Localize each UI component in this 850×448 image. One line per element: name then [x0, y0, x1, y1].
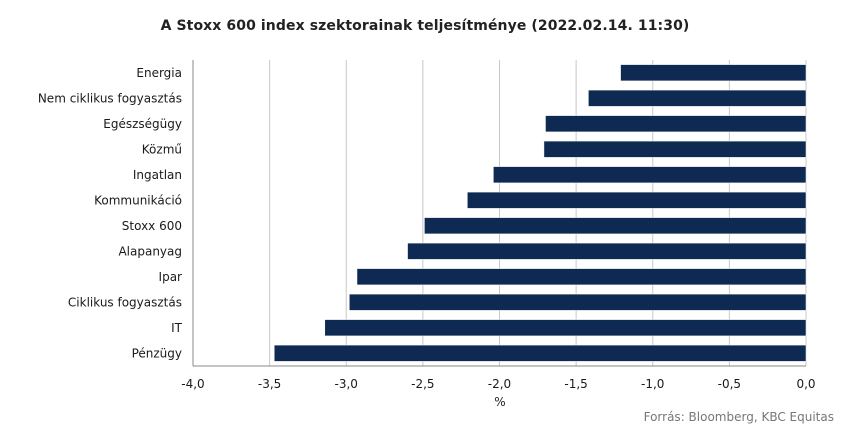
- bar: [407, 242, 807, 260]
- category-label: Alapanyag: [118, 244, 182, 258]
- bar: [324, 319, 807, 337]
- category-label: Közmű: [142, 142, 182, 156]
- bar: [588, 89, 807, 107]
- x-tick-label: -2,5: [411, 377, 434, 391]
- grid-lines: [192, 60, 807, 367]
- bar: [273, 344, 807, 362]
- bar: [545, 115, 807, 133]
- category-label: Egészségügy: [103, 117, 182, 131]
- category-label: Ipar: [159, 270, 183, 284]
- x-tick-label: -1,0: [641, 377, 664, 391]
- bars: [273, 64, 807, 362]
- bar: [356, 268, 807, 286]
- x-tick-label: -3,5: [258, 377, 281, 391]
- category-labels: Energia Nem ciklikus fogyasztás Egészségüg…: [38, 66, 183, 361]
- category-label: Stoxx 600: [122, 219, 182, 233]
- x-axis-label: %: [494, 395, 506, 409]
- bar: [620, 64, 807, 82]
- category-label: IT: [171, 321, 183, 335]
- category-label: Pénzügy: [132, 346, 182, 360]
- bar: [493, 166, 807, 184]
- bar: [349, 293, 807, 311]
- bar: [424, 217, 807, 235]
- x-tick-label: -1,5: [564, 377, 587, 391]
- chart-title: A Stoxx 600 index szektorainak teljesítm…: [160, 18, 690, 34]
- x-tick-labels: -4,0 -3,5 -3,0 -2,5 -2,0 -1,5 -1,0 -0,5 0,0: [181, 377, 815, 391]
- category-label: Ingatlan: [133, 168, 182, 182]
- x-tick-label: 0,0: [796, 377, 815, 391]
- x-tick-label: -0,5: [718, 377, 741, 391]
- x-tick-label: -4,0: [181, 377, 204, 391]
- category-label: Ciklikus fogyasztás: [68, 295, 182, 309]
- x-tick-label: -2,0: [488, 377, 511, 391]
- bar: [467, 191, 807, 209]
- category-label: Kommunikáció: [94, 193, 182, 207]
- bar: [543, 140, 807, 158]
- source-note: Forrás: Bloomberg, KBC Equitas: [643, 410, 834, 424]
- category-label: Energia: [136, 66, 182, 80]
- x-tick-label: -3,0: [335, 377, 358, 391]
- category-label: Nem ciklikus fogyasztás: [38, 91, 182, 105]
